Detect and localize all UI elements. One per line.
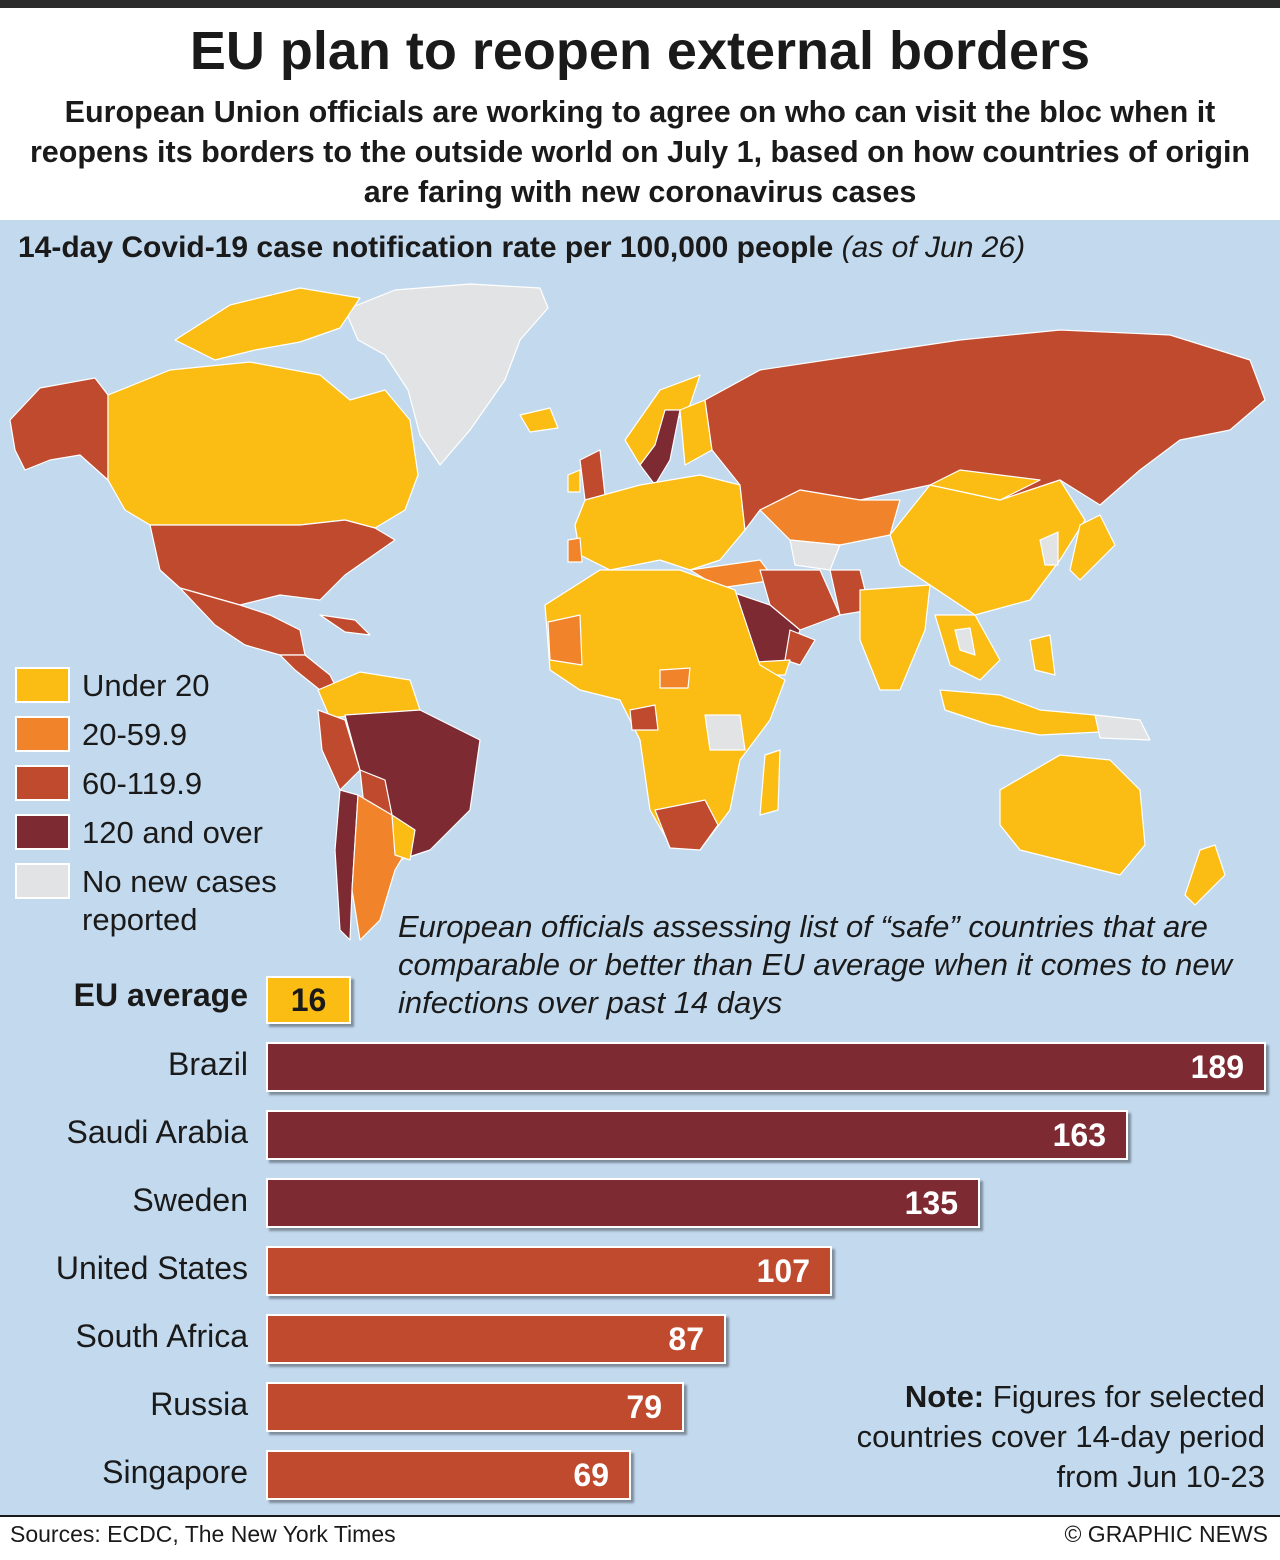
united-kingdom [579, 449, 606, 501]
legend-label: 20-59.9 [82, 717, 188, 752]
note-bold: Note: [904, 1379, 985, 1414]
central-african-republic [659, 667, 691, 689]
bar-value-label: 87 [668, 1321, 704, 1357]
new-zealand [1184, 844, 1226, 906]
footer-rule [0, 1515, 1280, 1517]
canada [107, 361, 419, 529]
madagascar [759, 749, 781, 816]
alaska [9, 377, 109, 481]
gabon [629, 704, 659, 731]
bar-category-label: Sweden [132, 1182, 248, 1218]
legend-item-120-over: 120 and over [15, 814, 263, 852]
legend-label: Under 20 [82, 668, 210, 703]
map-title-text: 14-day Covid-19 case notification rate p… [18, 231, 834, 264]
note: Note: Figures for selected countries cov… [820, 1377, 1265, 1497]
peru [317, 709, 361, 791]
papua [1094, 714, 1151, 741]
bar: 87 [266, 1314, 726, 1364]
bar-value-label: 135 [904, 1185, 958, 1221]
laos [954, 627, 976, 656]
bar: 69 [266, 1450, 631, 1500]
iran [759, 569, 841, 631]
bar-category-label: Singapore [102, 1454, 248, 1490]
bar-value-label: 69 [573, 1457, 609, 1493]
japan [1069, 514, 1116, 581]
mongolia [929, 469, 1041, 501]
philippines [1029, 634, 1056, 676]
africa [544, 569, 786, 851]
top-rule [0, 0, 1280, 8]
bar-value-label: 107 [756, 1253, 810, 1289]
legend-item-20-59: 20-59.9 [15, 716, 187, 754]
sources: Sources: ECDC, The New York Times [10, 1521, 396, 1547]
copyright: © GRAPHIC NEWS [1064, 1521, 1268, 1547]
legend-swatch [15, 667, 70, 703]
annotation-text: European officials assessing list of “sa… [398, 909, 1233, 1020]
page-title: EU plan to reopen external borders [189, 21, 1091, 81]
bar-category-label: Brazil [167, 1046, 248, 1082]
page-subtitle: European Union officials are working to … [29, 95, 1251, 209]
tanzania [704, 714, 746, 751]
paraguay [391, 814, 416, 861]
bar-category-label: South Africa [75, 1318, 248, 1354]
bar-category-label: United States [55, 1250, 248, 1286]
russia [704, 329, 1266, 531]
oman [784, 629, 816, 666]
eu-average-label: EU average [73, 977, 248, 1013]
iceland [519, 407, 559, 433]
legend-label: No new cases reported [82, 864, 277, 937]
mauritania [547, 614, 583, 666]
india [859, 584, 931, 691]
legend-swatch [15, 863, 70, 899]
bar-category-label: Saudi Arabia [66, 1114, 248, 1150]
central-asia [789, 539, 841, 571]
legend-swatch [15, 765, 70, 801]
legend-swatch [15, 814, 70, 850]
bar: 189 [266, 1042, 1266, 1092]
world-map [9, 283, 1266, 941]
map-title: 14-day Covid-19 case notification rate p… [18, 231, 1025, 265]
legend-item-60-119: 60-119.9 [15, 765, 202, 803]
indonesia [939, 689, 1101, 736]
australia [999, 754, 1146, 876]
canada-arctic [174, 287, 361, 361]
bar-value-label: 79 [626, 1389, 662, 1425]
legend-label: 60-119.9 [82, 766, 203, 801]
legend-swatch [15, 716, 70, 752]
note-text: Figures for selected countries cover 14-… [856, 1379, 1265, 1494]
bar: 163 [266, 1110, 1128, 1160]
legend-item-no-data: No new cases reported [15, 863, 322, 939]
legend-label: 120 and over [82, 815, 263, 850]
portugal [567, 537, 583, 563]
bar: 107 [266, 1246, 832, 1296]
south-africa [654, 799, 719, 851]
bar: 79 [266, 1382, 684, 1432]
korea [1039, 531, 1059, 566]
bar-category-label: Russia [150, 1386, 248, 1422]
map-title-date: (as of Jun 26) [841, 231, 1026, 264]
caribbean [319, 614, 371, 636]
ireland [567, 469, 581, 493]
legend-item-under-20: Under 20 [15, 667, 210, 705]
bar-value-label: 163 [1052, 1117, 1106, 1153]
eu-average-box: 16 [266, 976, 351, 1024]
bar-value-label: 189 [1190, 1049, 1244, 1085]
bar: 135 [266, 1178, 980, 1228]
greenland [344, 283, 549, 466]
